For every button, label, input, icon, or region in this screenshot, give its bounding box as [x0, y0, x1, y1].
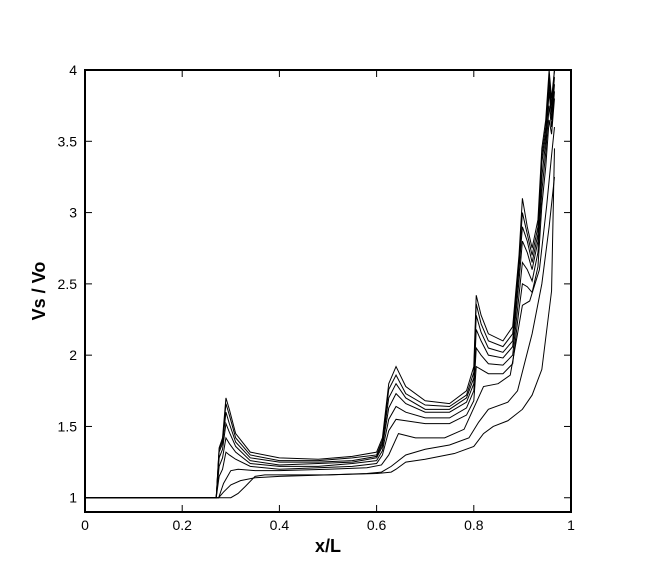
- x-tick-label: 0.2: [172, 517, 192, 533]
- series-line-3: [85, 77, 555, 499]
- series-layer: [85, 69, 555, 499]
- x-tick-label: 0.6: [367, 517, 387, 533]
- x-tick-label: 1: [567, 517, 575, 533]
- y-tick-label: 3: [69, 205, 77, 221]
- plot-frame: [84, 69, 572, 513]
- series-line-4: [85, 84, 555, 499]
- x-tick-label: 0.8: [464, 517, 484, 533]
- y-tick-label: 2.5: [58, 276, 78, 292]
- series-line-5: [85, 91, 555, 499]
- x-tick-label: 0: [81, 517, 89, 533]
- series-line-2: [85, 69, 555, 499]
- y-tick-label: 1.5: [58, 418, 78, 434]
- series-line-8: [85, 176, 555, 499]
- series-line-6: [85, 98, 555, 499]
- y-tick-label: 3.5: [58, 133, 78, 149]
- x-tick-label: 0.4: [270, 517, 290, 533]
- y-tick-label: 1: [69, 490, 77, 506]
- series-line-9: [85, 148, 555, 499]
- y-axis-title: Vs / Vo: [29, 262, 49, 321]
- x-axis-title: x/L: [315, 536, 341, 556]
- tick-layer: 0 0.2 0.4 0.6 0.8 1 1 1.5 2 2.5 3 3.5 4: [58, 62, 576, 533]
- series-line-7: [85, 126, 555, 499]
- y-tick-label: 2: [69, 347, 77, 363]
- y-tick-label: 4: [69, 62, 77, 78]
- series-line-1: [85, 69, 555, 499]
